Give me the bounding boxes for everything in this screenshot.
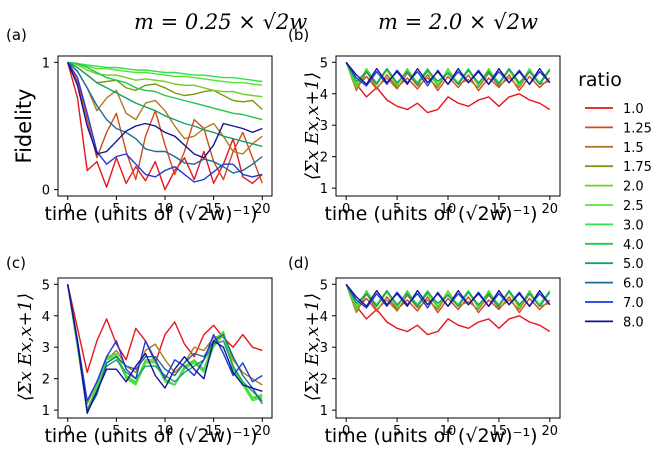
- y-tick-label: 4: [42, 310, 50, 325]
- series-line-5-0: [345, 61, 551, 86]
- x-tick-label: 10: [440, 424, 457, 439]
- legend-label: 5.0: [623, 257, 644, 272]
- y-tick-label: 1: [320, 404, 328, 419]
- x-tick-label: 10: [157, 424, 174, 439]
- x-tick-label: 5: [393, 202, 401, 217]
- y-tick-label: 3: [320, 341, 328, 356]
- series-line-8-0: [345, 283, 551, 307]
- x-tick-label: 15: [205, 424, 222, 439]
- x-tick-label: 15: [205, 202, 222, 217]
- panel-letter-d: (d): [288, 254, 309, 272]
- xlabel-c: time (units of (√2w)⁻¹): [44, 425, 257, 447]
- x-tick-label: 20: [542, 424, 559, 439]
- series-line-5-0: [345, 283, 551, 307]
- plot-energy-d: 0 5 10 15 20 1 2 3 4 5: [320, 277, 561, 439]
- y-tick-label: 5: [42, 278, 50, 293]
- x-tick-label: 20: [542, 202, 559, 217]
- series-line-1-75: [67, 61, 263, 111]
- series-line-3-0: [67, 61, 263, 83]
- y-tick-label: 2: [42, 373, 50, 388]
- legend-label: 1.25: [623, 121, 652, 136]
- plot-energy-b: 0 5 10 15 20 1 2 3 4 5: [320, 55, 561, 217]
- series-line-5-0: [67, 61, 263, 148]
- legend-label: 1.75: [623, 160, 652, 175]
- y-tick-label: 0: [42, 184, 50, 199]
- series-line-8-0: [67, 284, 263, 414]
- y-tick-label: 2: [320, 373, 328, 388]
- y-tick-label: 2: [320, 151, 328, 166]
- y-tick-label: 3: [320, 119, 328, 134]
- series-line-2-5: [67, 61, 263, 86]
- legend-label: 6.0: [623, 277, 644, 292]
- x-tick-label: 20: [254, 202, 271, 217]
- title-b: m = 2.0 × √2w: [378, 10, 538, 34]
- legend-label: 4.0: [623, 238, 644, 253]
- series-line-8-0: [67, 62, 263, 159]
- legend-label: 2.5: [623, 199, 644, 214]
- x-tick-label: 10: [440, 202, 457, 217]
- x-tick-label: 5: [112, 202, 120, 217]
- panel-letter-b: (b): [288, 26, 309, 44]
- xlabel-a: time (units of (√2w)⁻¹): [44, 203, 257, 225]
- x-tick-label: 5: [393, 424, 401, 439]
- x-tick-label: 5: [112, 424, 120, 439]
- series-line-2-0: [67, 61, 263, 98]
- ylabel-a: Fidelity: [12, 89, 36, 164]
- legend-title: ratio: [578, 69, 622, 91]
- series-line-1-25: [67, 62, 263, 184]
- legend-label: 1.0: [623, 102, 644, 117]
- x-tick-label: 0: [342, 202, 350, 217]
- legend-label: 3.0: [623, 218, 644, 233]
- y-tick-label: 1: [320, 182, 328, 197]
- series-line-6-0: [67, 61, 263, 174]
- legend-label: 2.0: [623, 180, 644, 195]
- panel-letter-c: (c): [6, 254, 26, 272]
- x-tick-label: 0: [342, 424, 350, 439]
- series-line-7-0: [67, 62, 263, 183]
- plot-energy-c: 0 5 10 15 20 1 2 3 4 5: [42, 277, 273, 439]
- legend-label: 8.0: [623, 315, 644, 330]
- title-a: m = 0.25 × √2w: [134, 10, 307, 34]
- legend-label: 1.5: [623, 141, 644, 156]
- y-tick-label: 5: [320, 278, 328, 293]
- y-tick-label: 1: [42, 56, 50, 71]
- x-tick-label: 0: [64, 202, 72, 217]
- xlabel-b: time (units of (√2w)⁻¹): [324, 203, 537, 225]
- series-line-1-0: [345, 284, 551, 336]
- y-tick-label: 5: [320, 56, 328, 71]
- legend-label: 7.0: [623, 296, 644, 311]
- y-tick-label: 3: [42, 341, 50, 356]
- legend: ratio 1.0 1.25 1.5 1.75 2.0 2.5 3.0 4.0 5.0 6.0 7.…: [578, 69, 652, 330]
- series-line-8-0: [345, 61, 551, 86]
- y-tick-label: 1: [42, 404, 50, 419]
- ylabel-c: ⟨Σx Ex,x+1⟩: [15, 293, 36, 401]
- series-line-1-0: [345, 62, 551, 114]
- ylabel-d: ⟨Σx Ex,x+1⟩: [302, 293, 323, 401]
- y-tick-label: 4: [320, 310, 328, 325]
- series-line-1-5: [67, 61, 263, 155]
- xlabel-d: time (units of (√2w)⁻¹): [324, 425, 537, 447]
- plot-fidelity-a: 0 5 10 15 20 0 1: [42, 55, 273, 217]
- x-tick-label: 0: [64, 424, 72, 439]
- panel-letter-a: (a): [6, 26, 27, 44]
- series-line-1-0: [67, 284, 263, 374]
- x-tick-label: 20: [254, 424, 271, 439]
- x-tick-label: 15: [491, 424, 508, 439]
- ylabel-b: ⟨Σx Ex,x+1⟩: [302, 72, 323, 180]
- series-line-4-0: [67, 61, 263, 121]
- series-line-7-0: [67, 284, 263, 402]
- x-tick-label: 15: [491, 202, 508, 217]
- x-tick-label: 10: [157, 202, 174, 217]
- y-tick-label: 4: [320, 88, 328, 103]
